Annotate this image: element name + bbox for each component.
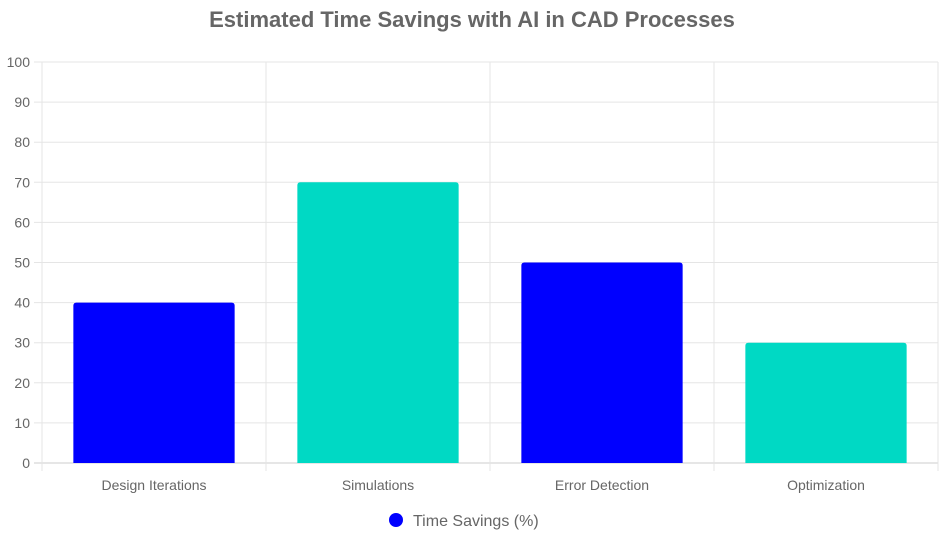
y-tick-label: 10 bbox=[14, 415, 30, 431]
y-tick-label: 0 bbox=[22, 455, 30, 471]
x-tick-label: Optimization bbox=[787, 477, 865, 493]
chart-title: Estimated Time Savings with AI in CAD Pr… bbox=[209, 7, 735, 32]
y-tick-label: 100 bbox=[7, 54, 31, 70]
bars bbox=[73, 182, 907, 464]
bar bbox=[521, 262, 683, 463]
y-tick-label: 30 bbox=[14, 335, 30, 351]
legend[interactable]: Time Savings (%) bbox=[389, 513, 539, 530]
y-tick-label: 80 bbox=[14, 134, 30, 150]
bar bbox=[297, 182, 459, 464]
y-axis: 0 10 20 30 40 50 60 70 80 90 100 bbox=[7, 54, 31, 471]
x-tick-label: Simulations bbox=[342, 477, 414, 493]
y-tick-label: 40 bbox=[14, 295, 30, 311]
bar bbox=[745, 342, 907, 463]
x-axis: Design Iterations Simulations Error Detect… bbox=[101, 477, 864, 493]
bar bbox=[73, 302, 235, 463]
y-tick-label: 90 bbox=[14, 94, 30, 110]
x-tick-label: Error Detection bbox=[555, 477, 649, 493]
legend-marker bbox=[389, 513, 403, 527]
y-tick-label: 70 bbox=[14, 174, 30, 190]
y-tick-label: 60 bbox=[14, 214, 30, 230]
y-tick-label: 20 bbox=[14, 375, 30, 391]
x-tick-label: Design Iterations bbox=[101, 477, 206, 493]
y-tick-label: 50 bbox=[14, 255, 30, 271]
legend-label: Time Savings (%) bbox=[413, 513, 539, 530]
